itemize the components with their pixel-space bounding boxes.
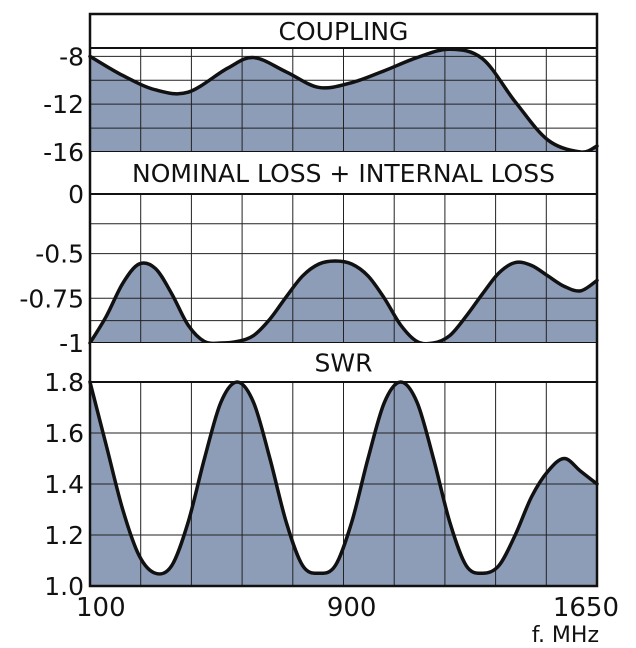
loss-title-band [90,152,597,194]
swr-title: SWR [315,349,373,378]
loss-curve [88,259,599,346]
coupling-title-band [90,14,597,48]
swr-title-band [90,343,597,382]
swr-y-tick-label: 1.0 [44,572,84,601]
coupling-y-tick-label: -16 [43,138,84,167]
swr-y-tick-label: 1.8 [44,368,84,397]
loss-title: NOMINAL LOSS + INTERNAL LOSS [132,159,555,188]
coupling-y-tick-label: -12 [43,90,84,119]
coupling-y-tick-label: -8 [59,42,84,71]
x-tick-label: 1650 [553,593,619,623]
swr-y-tick-label: 1.4 [44,470,84,499]
swr-curve [88,380,599,576]
x-tick-label: 100 [76,593,126,623]
x-axis-label: f. MHz [532,623,599,648]
loss-panel: NOMINAL LOSS + INTERNAL LOSS 0 -0.5 -0.75 -1 [19,152,599,358]
coupling-panel: COUPLING -8 -12 -16 [43,14,599,167]
coupling-title: COUPLING [279,17,409,46]
swr-y-tick-label: 1.6 [44,419,84,448]
loss-y-tick-label: 0 [68,180,84,209]
loss-y-tick-label: -1 [59,329,84,358]
chart-frame [88,12,599,588]
x-tick-label: 900 [327,593,377,623]
swr-panel: SWR 1.8 1.6 1.4 1.2 1.0 [44,343,599,601]
outer-frame [88,12,599,588]
loss-y-tick-label: -0.5 [35,240,84,269]
loss-y-tick-label: -0.75 [19,284,84,313]
coupling-curve [88,47,599,154]
swr-y-tick-label: 1.2 [44,521,84,550]
